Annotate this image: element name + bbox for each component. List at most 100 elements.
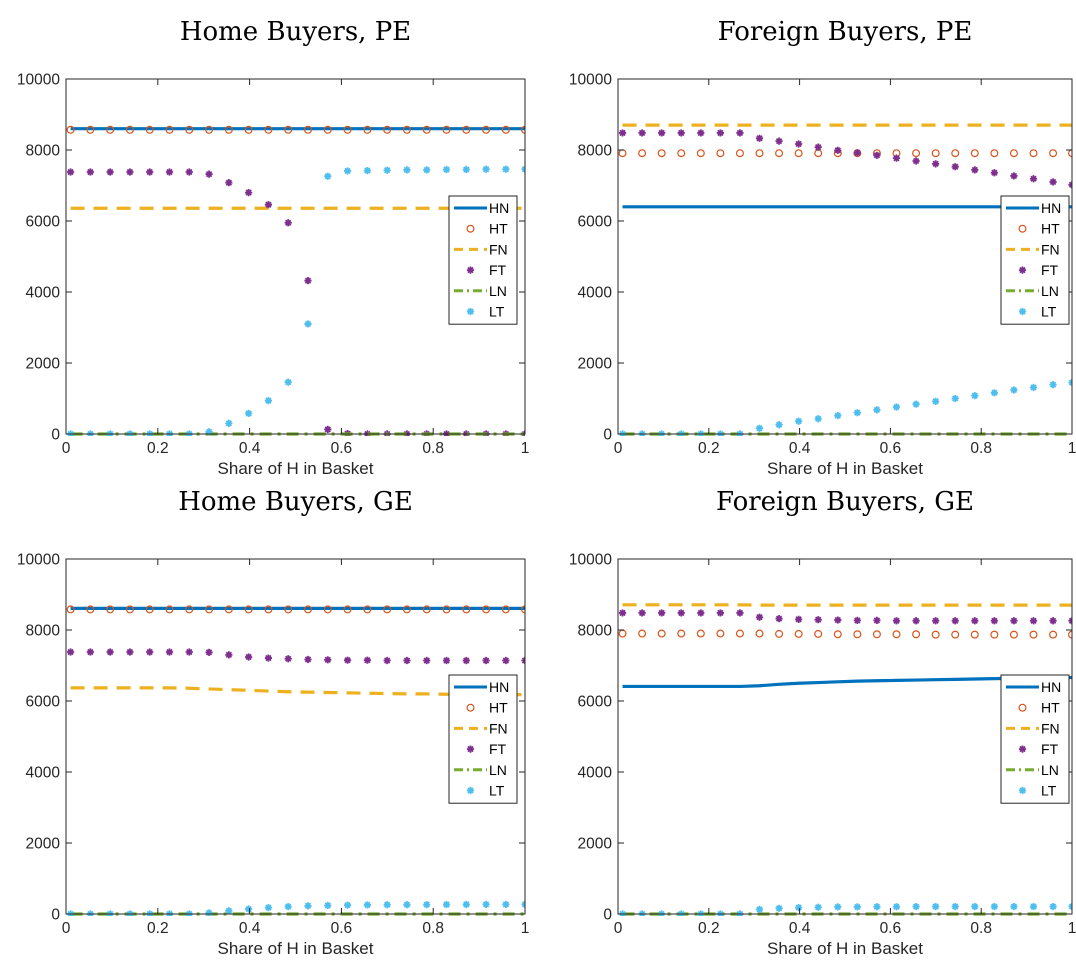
data-point [658,129,666,137]
data-point [892,630,901,639]
x-tick-label: 0.8 [970,440,992,457]
data-point [657,629,666,638]
data-point [482,656,490,665]
data-point [185,125,194,134]
legend-label-ht: HT [489,221,508,237]
data-point [970,149,979,158]
y-tick-label: 0 [603,427,612,444]
data-point [224,125,233,134]
x-tick-label: 1 [1068,920,1076,937]
data-point [284,902,292,911]
series-ft [618,609,1072,625]
data-point [363,656,371,664]
y-tick-label: 8000 [578,143,613,160]
legend-box [1000,195,1070,325]
legend-swatch-ft [466,745,475,753]
data-point [912,902,920,911]
data-point [363,125,372,134]
series-ht [618,149,1072,158]
data-point [1029,630,1038,639]
y-tick-label: 6000 [26,214,61,231]
data-point [264,904,273,912]
data-point [658,609,666,617]
data-point [1029,175,1038,183]
data-point [697,609,705,617]
data-point [971,617,979,625]
data-point [363,605,372,614]
data-point [618,149,627,158]
data-point [343,656,352,664]
data-point [264,125,273,134]
data-point [383,166,391,174]
y-tick-label: 4000 [26,765,61,782]
legend-label-lt: LT [1041,783,1057,799]
y-tick-label: 2000 [26,356,61,373]
data-point [284,378,292,386]
data-point [165,648,174,656]
series-lt [618,378,1072,436]
data-point [990,902,998,911]
data-point [145,125,154,134]
y-tick-label: 8000 [26,143,61,160]
data-point [363,166,371,175]
data-point [482,165,490,173]
data-point [1009,149,1018,158]
data-point [853,616,861,625]
legend-swatch-ft [466,266,475,274]
legend-label-lt: LT [489,304,505,320]
legend-label-ln: LN [489,283,507,299]
data-point [873,616,881,625]
data-point [814,149,823,158]
data-point [638,149,647,158]
data-point [225,651,233,659]
data-point [677,129,685,137]
data-point [912,157,920,165]
data-point [442,165,451,174]
x-tick-label: 0.6 [880,440,902,457]
data-point [462,656,470,665]
chart-title: Home Buyers, GE [178,487,413,517]
x-tick-label: 1 [1068,440,1076,457]
data-point [657,149,666,158]
chart-title: Home Buyers, PE [180,17,411,47]
data-point [403,901,411,909]
data-point [66,605,75,614]
data-point [755,149,764,158]
legend-label-ln: LN [489,762,507,778]
data-point [814,629,823,638]
data-point [185,648,193,656]
data-point [638,629,647,638]
data-point [205,909,213,916]
data-point [951,163,959,171]
data-point [931,630,940,639]
data-point [125,125,134,134]
data-point [165,605,174,614]
legend-label-ft: FT [1041,262,1059,278]
legend-box [448,195,518,325]
data-point [244,125,253,134]
data-point [912,149,921,158]
data-point [284,219,292,227]
data-point [343,125,352,134]
legend-swatch-lt [466,786,475,795]
series-ft [618,129,1072,189]
legend-label-ht: HT [1041,221,1060,237]
data-point [638,609,646,617]
data-point [1029,149,1038,158]
legend-swatch-ht [1018,224,1027,233]
y-tick-label: 0 [51,907,60,924]
data-point [442,900,451,909]
data-point [264,201,273,209]
data-point [304,655,312,664]
series-hn [622,675,1072,689]
y-tick-label: 8000 [578,623,613,640]
data-point [225,907,233,915]
legend-label-hn: HN [489,200,509,216]
data-point [66,125,75,134]
data-point [618,629,627,638]
data-point [383,125,392,134]
data-point [324,172,332,180]
data-point [696,149,705,158]
y-tick-label: 10000 [569,552,612,569]
